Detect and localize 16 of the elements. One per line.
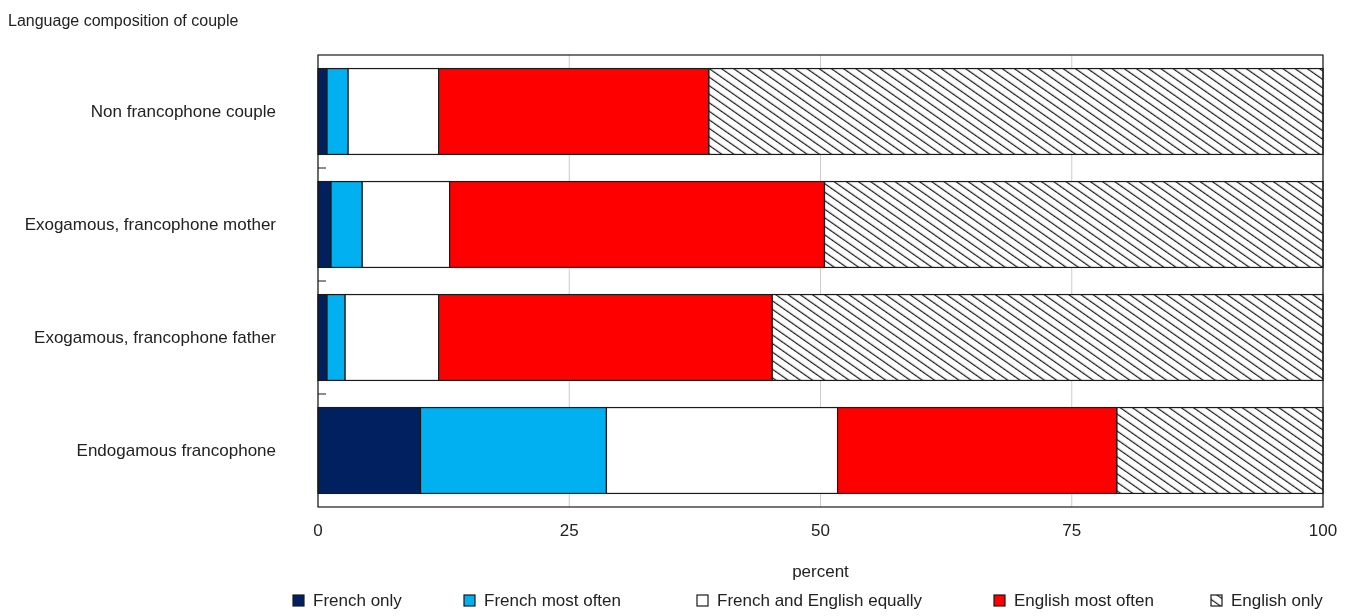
x-axis-title: percent (792, 562, 850, 581)
legend-label: French and English equally (717, 591, 923, 610)
legend-label: French most often (484, 591, 622, 610)
x-tick-label: 50 (811, 521, 830, 540)
x-tick-label: 25 (559, 521, 579, 540)
y-tick-label: Non francophone couple (90, 102, 276, 122)
y-tick-label: Exogamous, francophone mother (24, 215, 277, 235)
x-tick-label: 0 (313, 521, 323, 540)
y-axis-title: Language composition of couple (8, 12, 239, 29)
y-tick-label: Endogamous francophone (76, 441, 276, 461)
legend-label: English only (1231, 591, 1324, 610)
legend-label: French only (313, 591, 403, 610)
x-tick-label: 100 (1308, 521, 1338, 540)
y-tick-label: Exogamous, francophone father (34, 328, 277, 348)
legend-label: English most often (1014, 591, 1154, 610)
x-tick-label: 75 (1062, 521, 1082, 540)
